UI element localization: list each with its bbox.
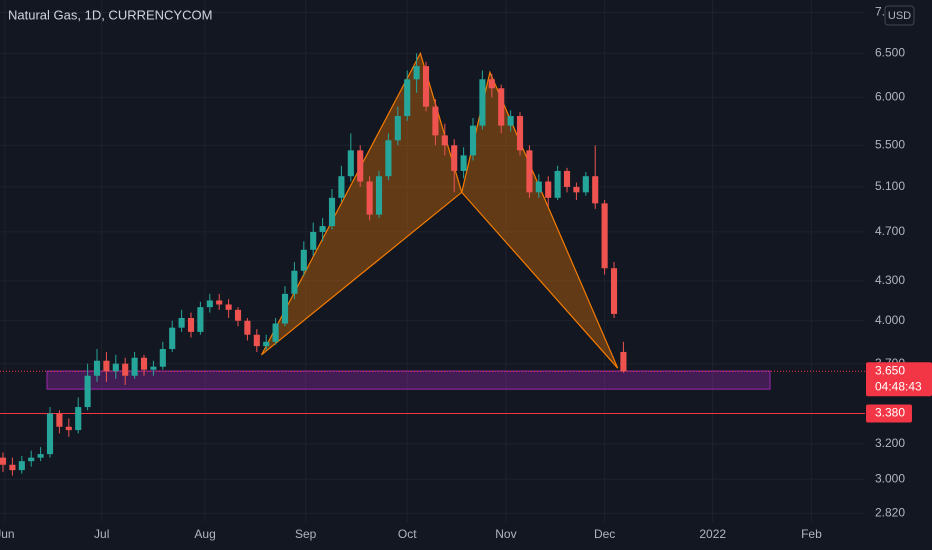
support-label: 3.380 <box>875 406 905 420</box>
candle-body <box>592 176 599 204</box>
zone <box>46 370 771 390</box>
candle-body <box>122 363 129 376</box>
last-price-label: 3.650 <box>875 363 905 377</box>
candle-body <box>0 457 7 465</box>
candle-body <box>422 66 430 107</box>
candle-body <box>56 413 63 427</box>
candle-body <box>216 300 223 305</box>
currency: USD <box>888 10 911 22</box>
x-tick-label: 2022 <box>699 527 726 541</box>
candle-body <box>385 140 392 177</box>
y-tick-label: 5.100 <box>875 179 905 193</box>
candle-body <box>573 186 580 193</box>
candle-body <box>84 375 91 408</box>
candle-body <box>131 357 138 376</box>
candle-body <box>93 360 101 376</box>
candle-body <box>28 457 35 462</box>
candle-body <box>263 341 270 347</box>
y-tick-label: 4.000 <box>875 313 905 327</box>
candle-body <box>404 79 411 117</box>
last-price-box <box>866 362 932 397</box>
candle-body <box>103 360 110 372</box>
candle-body <box>37 454 44 458</box>
candle-body <box>535 181 542 193</box>
y-tick-label: 3.200 <box>875 436 905 450</box>
candle-body <box>545 181 552 198</box>
candle-body <box>516 116 524 151</box>
candle-body <box>281 293 289 324</box>
candle-body <box>159 349 166 367</box>
countdown: 04:48:43 <box>875 379 922 393</box>
candle-body <box>507 116 514 126</box>
pattern-triangle <box>260 51 463 356</box>
candle-body <box>206 300 213 308</box>
candle-body <box>526 150 533 193</box>
y-tick-label: 6.500 <box>875 45 905 59</box>
candle-body <box>610 268 618 314</box>
candle-body <box>479 79 486 126</box>
chart-title: Natural Gas, 1D, CURRENCYCOM <box>8 7 212 22</box>
candle-body <box>197 307 204 332</box>
candle-body <box>225 304 232 310</box>
candle-body <box>601 203 608 269</box>
candle-body <box>178 318 185 328</box>
y-tick-label: 5.500 <box>875 137 905 151</box>
candle-body <box>375 176 383 215</box>
y-tick-label: 3.000 <box>875 471 905 485</box>
y-tick-label: 2.820 <box>875 506 905 520</box>
candle-body <box>75 407 82 431</box>
candle-body <box>432 106 439 136</box>
x-tick-label: Jul <box>94 527 109 541</box>
candle-body <box>441 135 448 146</box>
candle-body <box>413 66 420 80</box>
x-tick-label: Nov <box>495 527 516 541</box>
candle-body <box>234 309 242 321</box>
x-tick-label: Oct <box>398 527 417 541</box>
candle-body <box>319 226 326 232</box>
candle-body <box>112 363 119 372</box>
candle-body <box>272 323 279 342</box>
candle-body <box>366 181 373 215</box>
candle-body <box>347 150 354 177</box>
candle-body <box>65 426 72 431</box>
candle-body <box>451 145 458 171</box>
support-box <box>866 404 912 423</box>
candle-body <box>9 464 16 471</box>
x-tick-label: Jun <box>0 527 15 541</box>
currency-box <box>884 5 915 26</box>
candle-body <box>300 249 307 271</box>
y-tick-label: 4.700 <box>875 224 905 238</box>
candle-body <box>357 150 364 182</box>
candle-body <box>554 170 561 198</box>
candle-body <box>150 366 157 370</box>
candle-body <box>253 334 260 347</box>
candle-body <box>169 327 176 350</box>
candle-body <box>563 170 571 187</box>
x-tick-label: Sep <box>295 527 317 541</box>
candle-body <box>498 88 505 126</box>
y-tick-label: 4.300 <box>875 273 905 287</box>
candle-body <box>620 351 627 372</box>
x-tick-label: Dec <box>594 527 615 541</box>
candle-body <box>18 461 25 471</box>
y-tick-label: 6.000 <box>875 90 905 104</box>
candle-body <box>140 357 148 370</box>
candle-body <box>244 320 251 335</box>
candle-body <box>187 318 195 332</box>
candle-body <box>469 125 477 156</box>
candle-body <box>46 413 54 455</box>
candle-body <box>338 176 345 198</box>
candle-body <box>291 270 298 294</box>
candle-body <box>394 116 401 141</box>
candle-body <box>582 176 589 193</box>
candle-body <box>310 231 317 250</box>
candle-body <box>328 197 336 227</box>
candle-body <box>460 155 467 171</box>
x-tick-label: Aug <box>194 527 215 541</box>
candle-body <box>488 79 495 89</box>
x-tick-label: Feb <box>801 527 822 541</box>
